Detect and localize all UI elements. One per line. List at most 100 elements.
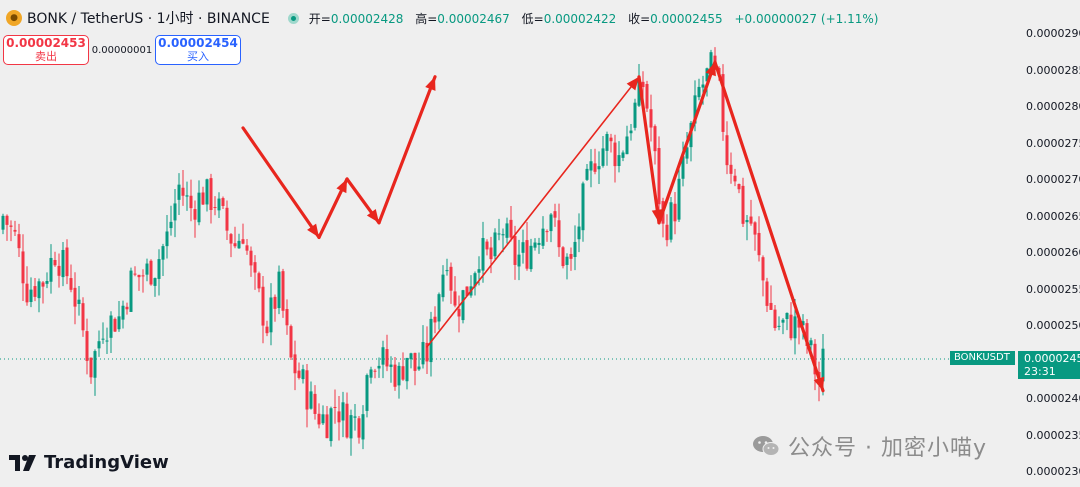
trend-arrow-head — [425, 76, 436, 91]
candle-body — [733, 175, 737, 182]
candle-body — [61, 249, 65, 278]
candle-body — [593, 163, 597, 172]
candle-body — [701, 84, 705, 88]
candle-body — [105, 340, 109, 342]
candle-body — [437, 294, 441, 322]
candle-body — [13, 229, 17, 232]
open-value: 0.00002428 — [330, 11, 404, 26]
candle-body — [33, 286, 37, 297]
candle-body — [73, 287, 77, 307]
candle-body — [101, 338, 105, 340]
candle-body — [477, 269, 481, 273]
current-price-box: 0.00002455 23:31 — [1018, 351, 1080, 379]
candle-body — [757, 232, 761, 256]
candle-body — [393, 364, 397, 387]
candle-body — [721, 74, 725, 132]
candle-body — [405, 357, 409, 382]
high-label: 高= — [415, 11, 438, 26]
candle-body — [773, 309, 777, 329]
low-value: 0.00002422 — [543, 11, 617, 26]
candles-layer — [1, 47, 825, 456]
trend-arrow-head — [651, 209, 663, 223]
candle-body — [637, 79, 641, 106]
candle-body — [705, 68, 709, 82]
candle-body — [305, 370, 309, 410]
candle-body — [565, 256, 569, 265]
candle-body — [9, 225, 13, 227]
candle-body — [241, 239, 245, 244]
candle-body — [613, 142, 617, 167]
candle-body — [557, 220, 561, 248]
candle-body — [309, 391, 313, 409]
candle-body — [729, 164, 733, 174]
candle-body — [525, 240, 529, 269]
candle-body — [789, 314, 793, 339]
candle-body — [449, 266, 453, 291]
candle-body — [457, 309, 461, 317]
candle-body — [521, 242, 525, 253]
candle-body — [29, 289, 33, 302]
candle-body — [181, 187, 185, 196]
candle-body — [461, 290, 465, 321]
candle-body — [153, 278, 157, 286]
high-value: 0.00002467 — [437, 11, 510, 26]
price-axis-label: 0.00002800 — [1026, 100, 1080, 113]
buy-button[interactable]: 0.00002454 买入 — [155, 35, 241, 65]
candle-body — [145, 263, 149, 275]
trend-arrow-head — [336, 179, 347, 194]
spread-value: 0.00000001 — [91, 44, 153, 56]
candle-body — [597, 166, 601, 170]
sell-button[interactable]: 0.00002453 卖出 — [3, 35, 89, 65]
candle-body — [625, 136, 629, 155]
candle-body — [513, 236, 517, 265]
trend-arrow-line — [241, 126, 321, 239]
candle-body — [741, 185, 745, 224]
trend-arrow-head — [705, 62, 716, 77]
candle-body — [673, 203, 677, 222]
candle-body — [85, 331, 89, 361]
candle-body — [545, 231, 549, 233]
candle-body — [325, 414, 329, 439]
candle-body — [609, 137, 613, 142]
candle-body — [389, 364, 393, 367]
candle-body — [353, 416, 357, 418]
candle-body — [433, 316, 437, 323]
candle-body — [125, 306, 129, 310]
candle-body — [381, 347, 385, 365]
tradingview-logo[interactable]: TradingView — [8, 452, 169, 473]
current-price: 0.00002455 — [1024, 352, 1080, 365]
candle-body — [165, 231, 169, 247]
candle-body — [37, 281, 41, 299]
wechat-icon — [753, 436, 780, 456]
candle-body — [417, 366, 421, 370]
candle-body — [117, 316, 121, 330]
price-axis-label: 0.00002600 — [1026, 246, 1080, 259]
candle-body — [221, 198, 225, 206]
trade-panel: 0.00002453 卖出 0.00000001 0.00002454 买入 — [3, 35, 241, 65]
symbol-title[interactable]: BONK / TetherUS · 1小时 · BINANCE — [27, 11, 270, 27]
wechat-watermark: 公众号 · 加密小喵y — [752, 430, 987, 462]
candle-body — [425, 342, 429, 362]
candle-body — [617, 155, 621, 166]
candle-body — [561, 247, 565, 267]
candle-body — [749, 216, 753, 224]
candle-body — [229, 234, 233, 244]
candle-body — [377, 365, 381, 369]
candle-body — [621, 152, 625, 158]
candle-body — [585, 168, 589, 180]
candle-body — [753, 222, 757, 235]
candle-body — [253, 262, 257, 273]
candle-body — [285, 308, 289, 326]
candle-body — [493, 232, 497, 257]
candle-body — [605, 134, 609, 151]
candle-body — [385, 349, 389, 367]
price-axis-label: 0.00002300 — [1026, 465, 1080, 478]
candle-body — [445, 270, 449, 272]
candle-body — [509, 219, 513, 238]
bonk-coin-icon: ● — [6, 10, 22, 26]
candle-body — [589, 161, 593, 171]
candle-body — [97, 341, 101, 349]
close-value: 0.00002455 — [650, 11, 723, 26]
candle-body — [313, 393, 317, 414]
